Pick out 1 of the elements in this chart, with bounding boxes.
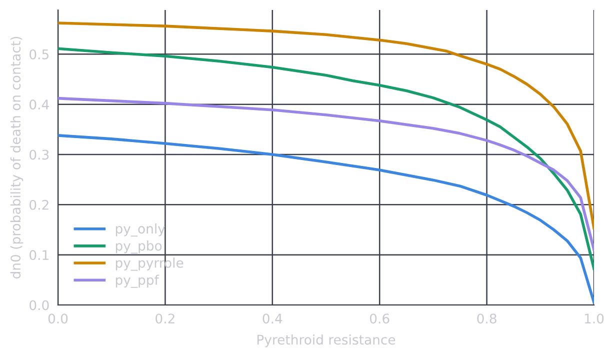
- line-series: [58, 47, 594, 270]
